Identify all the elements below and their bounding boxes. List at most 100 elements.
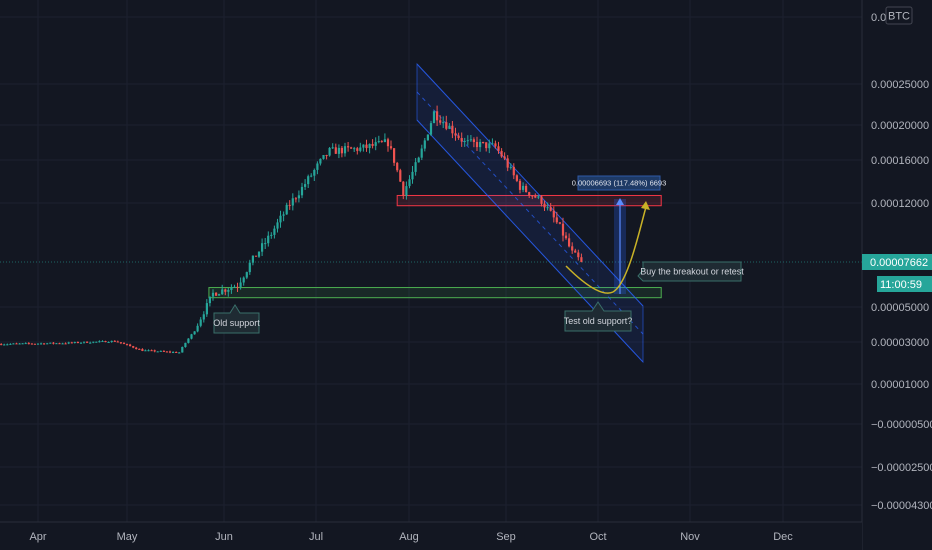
candle-body — [568, 238, 571, 247]
candle-body — [138, 348, 141, 350]
candle-body — [466, 140, 469, 142]
candle-body — [101, 341, 104, 342]
candle-body — [36, 343, 40, 345]
candle-body — [457, 135, 460, 138]
candle-body — [215, 292, 218, 296]
candle-body — [187, 338, 190, 343]
month-tick: Dec — [773, 531, 793, 543]
old-support-callout[interactable]: Old support — [213, 304, 260, 334]
candle-body — [221, 289, 224, 295]
measure-box — [577, 175, 661, 191]
candle-body — [245, 272, 248, 278]
candle-body — [374, 142, 377, 146]
candle-body — [503, 156, 506, 159]
candle-body — [251, 255, 254, 263]
month-tick: Jun — [215, 531, 233, 543]
candle-body — [43, 343, 46, 345]
candle-body — [282, 214, 285, 216]
candle-body — [73, 342, 76, 343]
candle-body — [178, 352, 181, 354]
candle-body — [423, 140, 426, 149]
candle-body — [239, 282, 242, 287]
candle-body — [162, 350, 165, 352]
time-axis-background — [0, 522, 862, 550]
time-axis[interactable]: Apr May Jun Jul Aug Sep Oct Nov Dec — [0, 521, 862, 550]
candle-body — [359, 147, 362, 151]
candle-body — [168, 351, 172, 353]
candle-body — [558, 222, 561, 224]
candle-body — [257, 251, 261, 257]
candle-body — [144, 350, 147, 352]
price-axis-ticks: 0.00025000 0.00020000 0.00016000 0.00012… — [871, 12, 932, 512]
candle-body — [52, 342, 55, 344]
candle-body — [389, 146, 393, 149]
candle-body — [331, 147, 334, 149]
measure-arrow-head — [616, 198, 624, 205]
candle-body — [261, 243, 264, 252]
candle-body — [552, 210, 555, 218]
candle-body — [147, 350, 150, 352]
candle-body — [30, 343, 33, 345]
candle-body — [371, 144, 374, 146]
candle-body — [165, 351, 168, 353]
candle-body — [537, 196, 540, 198]
candle-body — [479, 142, 482, 148]
candle-body — [356, 148, 359, 151]
candle-body — [485, 142, 488, 149]
candle-body — [436, 111, 439, 121]
candle-body — [396, 162, 399, 171]
candle-body — [350, 147, 353, 149]
month-tick: Apr — [29, 531, 46, 543]
candle-body — [196, 325, 199, 332]
price-tick: −0.00000500 — [871, 419, 932, 431]
candle-body — [132, 346, 135, 348]
measure-label: 0.00006693 (117.48%) 6693 — [572, 179, 667, 188]
candle-body — [294, 198, 297, 200]
candle-body — [21, 343, 24, 345]
test-old-support-callout[interactable]: Test old support? — [564, 301, 633, 332]
candle-body — [119, 342, 122, 344]
candle-body — [248, 262, 251, 273]
candle-body — [3, 344, 6, 346]
candle-body — [365, 144, 368, 149]
candle-body — [92, 341, 95, 343]
price-tick: 0.00012000 — [871, 198, 929, 210]
candle-body — [58, 343, 61, 345]
last-price-label: 0.00007662 — [862, 254, 932, 270]
candle-body — [129, 344, 132, 347]
candle-body — [497, 146, 500, 151]
candle-body — [451, 125, 454, 134]
candle-body — [98, 341, 101, 343]
candle-body — [491, 143, 494, 145]
buy-breakout-callout[interactable]: Buy the breakout or retest — [637, 261, 744, 282]
buy-breakout-callout-box — [637, 261, 742, 282]
last-price-value: 0.00007662 — [870, 257, 928, 269]
candle-body — [242, 277, 245, 283]
candle-body — [279, 215, 282, 223]
candle-body — [67, 342, 70, 344]
candle-body — [159, 350, 162, 352]
price-axis[interactable]: 0.00025000 0.00020000 0.00016000 0.00012… — [861, 0, 932, 550]
candle-body — [46, 343, 49, 345]
candle-body — [494, 143, 497, 147]
candle-body — [267, 235, 270, 244]
candle-body — [393, 148, 396, 163]
currency-badge[interactable]: BTC — [885, 6, 913, 25]
candle-body — [561, 223, 565, 236]
candle-body — [509, 166, 512, 168]
candle-body — [18, 343, 21, 345]
price-tick: 0.00016000 — [871, 155, 929, 167]
candle-body — [515, 175, 518, 181]
candle-body — [528, 192, 531, 196]
candle-body — [383, 139, 386, 142]
candle-body — [184, 342, 187, 347]
candle-body — [343, 146, 347, 154]
currency-badge-box — [885, 6, 913, 25]
candle-body — [175, 352, 178, 353]
candle-body — [76, 342, 79, 343]
candle-body — [211, 292, 215, 297]
candle-body — [353, 148, 356, 150]
price-tick: 0.00001000 — [871, 379, 929, 391]
